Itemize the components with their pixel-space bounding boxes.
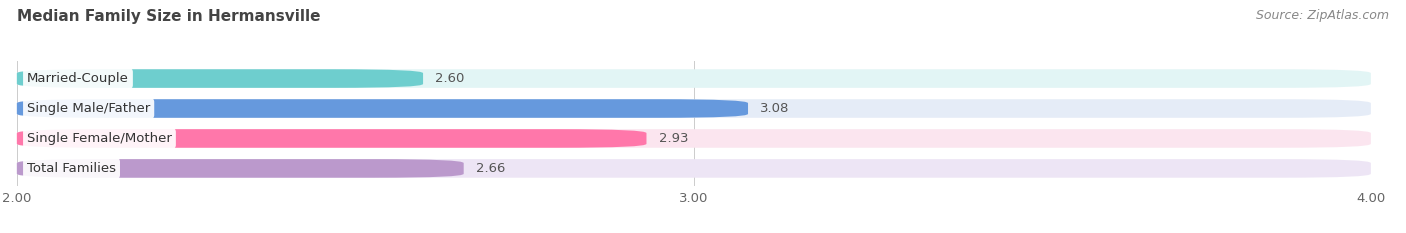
Text: Married-Couple: Married-Couple bbox=[27, 72, 129, 85]
Text: Single Female/Mother: Single Female/Mother bbox=[27, 132, 172, 145]
Text: 3.08: 3.08 bbox=[761, 102, 790, 115]
FancyBboxPatch shape bbox=[17, 159, 464, 178]
FancyBboxPatch shape bbox=[17, 129, 1371, 148]
Text: Single Male/Father: Single Male/Father bbox=[27, 102, 150, 115]
Text: 2.66: 2.66 bbox=[475, 162, 505, 175]
FancyBboxPatch shape bbox=[17, 99, 748, 118]
FancyBboxPatch shape bbox=[17, 99, 1371, 118]
Text: 2.60: 2.60 bbox=[436, 72, 464, 85]
FancyBboxPatch shape bbox=[17, 69, 423, 88]
FancyBboxPatch shape bbox=[17, 69, 1371, 88]
Text: Source: ZipAtlas.com: Source: ZipAtlas.com bbox=[1256, 9, 1389, 22]
FancyBboxPatch shape bbox=[17, 159, 1371, 178]
FancyBboxPatch shape bbox=[17, 129, 647, 148]
Text: 2.93: 2.93 bbox=[658, 132, 688, 145]
Text: Total Families: Total Families bbox=[27, 162, 117, 175]
Text: Median Family Size in Hermansville: Median Family Size in Hermansville bbox=[17, 9, 321, 24]
